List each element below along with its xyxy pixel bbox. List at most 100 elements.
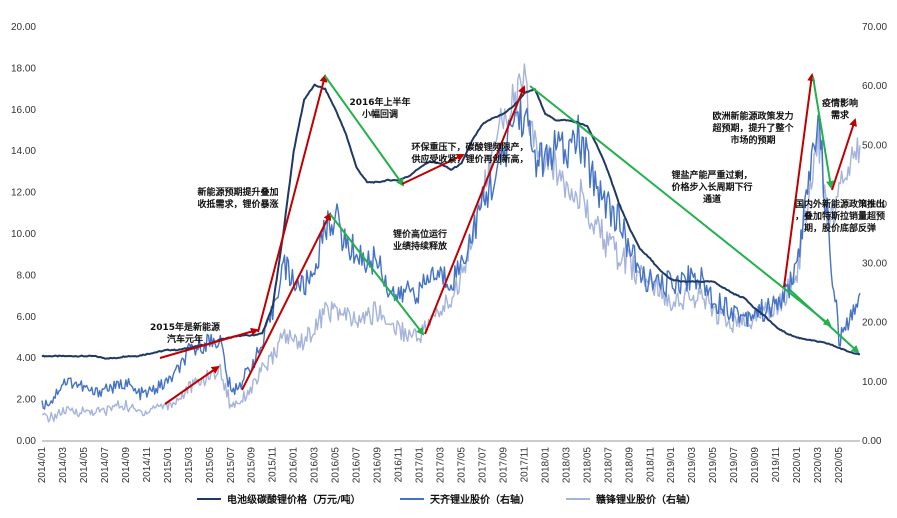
- annotation-line: 2016年上半年: [349, 96, 410, 108]
- x-tick-label: 2015/01: [163, 447, 174, 484]
- annotation-line: 小幅回调: [361, 108, 398, 120]
- up-trend-arrow: [783, 73, 816, 288]
- x-tick-label: 2015/03: [184, 447, 195, 484]
- up-trend-arrow: [257, 74, 328, 333]
- up-trend-arrow: [401, 153, 465, 185]
- annotation-text: 疫情影响需求: [822, 97, 858, 121]
- x-tick-label: 2019/05: [708, 447, 719, 484]
- legend-label: 天齐锂业股价（右轴）: [430, 493, 530, 506]
- y-left-tick-label: 8.00: [17, 270, 37, 281]
- annotation-line: 收抵需求，锂价暴涨: [197, 198, 279, 210]
- y-right-tick-label: 20.00: [862, 318, 887, 329]
- y-left-tick-label: 0.00: [17, 436, 37, 447]
- legend-label: 电池级碳酸锂价格（万元/吨）: [227, 493, 361, 506]
- x-tick-label: 2017/11: [519, 447, 530, 483]
- legend: 电池级碳酸锂价格（万元/吨） 天齐锂业股价（右轴） 赣锋锂业股价（右轴）: [197, 493, 696, 506]
- annotation-line: 欧洲新能源政策发力: [712, 110, 793, 122]
- x-tick-label: 2015/05: [205, 447, 216, 484]
- annotation-text: 2015年是新能源汽车元年: [150, 321, 220, 345]
- up-trend-arrow: [159, 327, 259, 359]
- x-tick-label: 2014/09: [121, 447, 132, 484]
- annotation-line: 业绩持续释放: [393, 240, 448, 252]
- up-trend-arrow: [241, 212, 331, 391]
- down-trend-arrow: [329, 213, 425, 336]
- down-trend-arrow: [812, 76, 834, 189]
- annotation-line: 市场的预期: [730, 134, 775, 146]
- y-left-tick-label: 2.00: [17, 395, 37, 406]
- annotation-line: 价格步入长周期下行: [671, 181, 752, 193]
- down-trend-arrow: [789, 289, 860, 354]
- x-tick-label: 2014/05: [79, 447, 90, 484]
- annotation-line: 国内外新能源政策推出: [795, 198, 885, 210]
- series-lines: [41, 63, 861, 423]
- y-left-tick-label: 10.00: [11, 229, 36, 240]
- annotation-line: 需求: [831, 109, 850, 121]
- x-tick-label: 2017/01: [415, 447, 426, 484]
- y-right-tick-label: 30.00: [862, 259, 887, 270]
- down-trend-arrow: [529, 85, 832, 327]
- x-tick-label: 2014/03: [58, 447, 69, 484]
- y-left-tick-label: 20.00: [11, 22, 36, 33]
- x-tick-label: 2016/01: [289, 447, 300, 484]
- legend-label: 赣锋锂业股价（右轴）: [596, 493, 696, 506]
- x-tick-label: 2020/01: [792, 447, 803, 484]
- y-right-tick-label: 0.00: [862, 436, 882, 447]
- annotation-line: 2015年是新能源: [150, 321, 220, 333]
- x-tick-label: 2017/05: [456, 447, 467, 484]
- x-tick-label: 2019/07: [729, 447, 740, 484]
- y-left-tick-label: 16.00: [11, 105, 36, 116]
- y-right-tick-label: 50.00: [862, 140, 887, 151]
- annotation-line: 新能源预期提升叠加: [197, 186, 278, 198]
- x-tick-label: 2015/07: [226, 447, 237, 484]
- x-tick-label: 2018/11: [645, 447, 656, 483]
- annotation-text: 2016年上半年小幅回调: [349, 96, 410, 120]
- annotation-line: 通道: [703, 193, 721, 205]
- x-tick-label: 2018/03: [561, 447, 572, 484]
- annotations: 2015年是新能源汽车元年 新能源预期提升叠加收抵需求，锂价暴涨 2016年上半年小…: [150, 96, 885, 345]
- annotation-line: 疫情影响: [822, 97, 858, 109]
- y-left-tick-label: 4.00: [17, 353, 37, 364]
- up-trend-arrow: [831, 118, 857, 191]
- x-tick-label: 2019/11: [771, 447, 782, 483]
- annotation-text: 国内外新能源政策推出，叠加特斯拉销量超预期，股价底部反弹: [795, 198, 885, 234]
- x-tick-label: 2014/07: [100, 447, 111, 484]
- x-tick-label: 2020/05: [834, 447, 845, 484]
- annotation-text: 新能源预期提升叠加收抵需求，锂价暴涨: [197, 186, 279, 210]
- annotation-line: 汽车元年: [167, 333, 203, 345]
- x-tick-label: 2019/03: [687, 447, 698, 484]
- x-tick-label: 2018/07: [603, 447, 614, 484]
- annotation-text: 锂价高位运行业绩持续释放: [393, 228, 448, 252]
- annotation-line: 超预期，提升了整个: [711, 122, 794, 134]
- annotation-line: 期，股价底部反弹: [804, 222, 876, 234]
- annotation-line: 环保重压下，碳酸锂频限产，: [411, 141, 528, 153]
- y-left-tick-label: 18.00: [11, 63, 36, 74]
- x-tick-label: 2018/05: [582, 447, 593, 484]
- x-tick-label: 2018/01: [540, 447, 551, 484]
- trend-arrows: [159, 73, 860, 405]
- x-tick-label: 2015/09: [247, 447, 258, 484]
- up-trend-arrow: [164, 365, 220, 405]
- y-right-tick-label: 60.00: [862, 81, 887, 92]
- x-tick-label: 2017/07: [477, 447, 488, 484]
- axes: 0.00 2.00 4.00 6.00 8.00 10.00 12.00 14.00 16.00…: [11, 22, 887, 483]
- x-tick-label: 2016/07: [352, 447, 363, 484]
- annotation-text: 环保重压下，碳酸锂频限产，供应受收紧，锂价再创新高，: [410, 141, 528, 165]
- x-tick-label: 2015/11: [268, 447, 279, 483]
- down-trend-arrow: [324, 75, 405, 187]
- x-tick-label: 2020/03: [813, 447, 824, 484]
- annotation-line: 锂价高位运行: [393, 228, 447, 240]
- series-line-0: [41, 83, 861, 360]
- series-line-1: [41, 98, 861, 410]
- y-left-tick-label: 14.00: [11, 146, 36, 157]
- x-tick-label: 2017/09: [498, 447, 509, 484]
- y-right-tick-label: 10.00: [862, 377, 887, 388]
- annotation-text: 欧洲新能源政策发力超预期，提升了整个市场的预期: [711, 110, 794, 146]
- annotation-text: 锂盐产能严重过剩，价格步入长周期下行通道: [671, 169, 752, 205]
- x-tick-label: 2016/11: [394, 447, 405, 483]
- y-left-tick-label: 6.00: [17, 312, 37, 323]
- x-tick-label: 2014/01: [37, 447, 48, 484]
- annotation-line: 锂盐产能严重过剩，: [671, 169, 752, 181]
- x-tick-label: 2016/09: [373, 447, 384, 484]
- x-tick-label: 2017/03: [436, 447, 447, 484]
- annotation-line: 供应受收紧，锂价再创新高，: [410, 153, 528, 165]
